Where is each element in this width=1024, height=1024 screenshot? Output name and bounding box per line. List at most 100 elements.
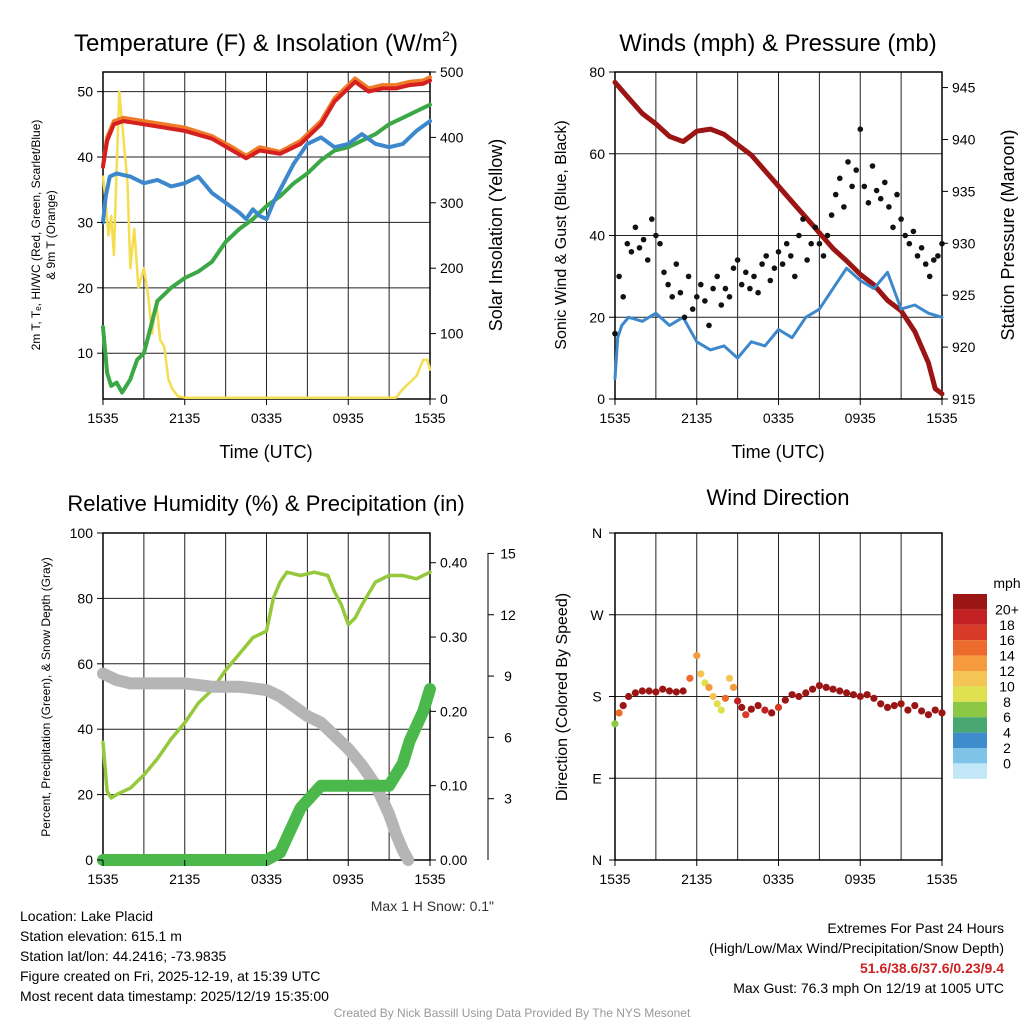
gust-point bbox=[738, 281, 745, 288]
temperature-left-axis: 10 20 30 40 50 bbox=[77, 84, 103, 361]
legend-swatch bbox=[953, 671, 987, 687]
gust-point bbox=[714, 273, 720, 280]
gust-point bbox=[857, 126, 864, 132]
winds-series bbox=[612, 79, 945, 397]
legend-label: 6 bbox=[1003, 709, 1011, 725]
gust-point bbox=[865, 200, 872, 206]
gust-point bbox=[718, 302, 725, 308]
gust-point bbox=[882, 179, 888, 186]
humidity-time-axis: 1535 2135 0335 0935 1535 bbox=[87, 860, 446, 887]
direction-point bbox=[870, 694, 878, 702]
gust-point bbox=[853, 167, 859, 173]
gust-point bbox=[922, 261, 929, 267]
gust-point bbox=[706, 322, 712, 329]
gust-point bbox=[730, 265, 737, 272]
gust-point bbox=[935, 253, 941, 259]
pressure-right-axis: 915 920 925 930 935 940 945 bbox=[942, 80, 976, 407]
winds-time-axis: 1535 2135 0335 0935 1535 bbox=[599, 399, 958, 426]
y2-tick-label: 400 bbox=[440, 129, 464, 145]
direction-point bbox=[768, 709, 776, 717]
direction-point bbox=[918, 707, 926, 715]
y-tick-label: 10 bbox=[77, 345, 93, 361]
direction-point bbox=[863, 691, 871, 699]
legend-label: 0 bbox=[1003, 755, 1011, 771]
speed-legend-title: mph bbox=[993, 575, 1020, 591]
gust-point bbox=[767, 277, 774, 284]
y-tick-label: 30 bbox=[77, 214, 93, 230]
gust-point bbox=[698, 281, 704, 288]
gust-point bbox=[869, 163, 876, 169]
direction-point bbox=[856, 692, 864, 701]
winds-panel: Winds (mph) & Pressure (mb) 0 20 40 60 80 91… bbox=[553, 30, 1018, 462]
snow-depth-right-axis: 3 6 9 12 15 bbox=[487, 545, 516, 860]
direction-point bbox=[693, 652, 701, 660]
direction-label: W bbox=[590, 607, 604, 623]
series-line-blue bbox=[613, 266, 944, 381]
direction-point bbox=[652, 688, 660, 696]
y-tick-label: 0 bbox=[85, 852, 93, 868]
temperature-ylabel-line2: & 9m T (Orange) bbox=[44, 190, 58, 280]
direction-point bbox=[815, 682, 824, 690]
series-line-maroon bbox=[612, 79, 945, 397]
x-tick-label: 0935 bbox=[333, 871, 364, 887]
direction-point bbox=[822, 683, 830, 692]
gust-point bbox=[906, 240, 913, 247]
x-tick-label: 1535 bbox=[414, 871, 445, 887]
y2-tick-label: 200 bbox=[440, 260, 464, 276]
y3-tick-label: 3 bbox=[504, 791, 512, 807]
gust-point bbox=[624, 240, 631, 247]
y2-tick-label: 935 bbox=[952, 183, 976, 199]
humidity-left-axis: 0 20 40 60 80 100 bbox=[70, 525, 103, 868]
direction-point bbox=[890, 702, 898, 710]
gust-point bbox=[800, 216, 806, 222]
direction-point bbox=[672, 688, 680, 696]
y-tick-label: 60 bbox=[589, 146, 605, 162]
gust-point bbox=[796, 232, 802, 239]
max-snow-label: Max 1 H Snow: 0.1" bbox=[370, 898, 494, 914]
figure-created: Figure created on Fri, 2025-12-19, at 15… bbox=[20, 968, 321, 984]
humidity-series bbox=[97, 570, 436, 866]
direction-point bbox=[738, 703, 746, 712]
pressure-ylabel: Station Pressure (Maroon) bbox=[998, 129, 1018, 340]
temperature-series bbox=[101, 75, 432, 399]
gust-point bbox=[783, 240, 790, 247]
gust-point bbox=[877, 195, 884, 202]
x-tick-label: 1535 bbox=[599, 871, 630, 887]
gust-point bbox=[763, 253, 769, 259]
legend-swatch bbox=[953, 701, 987, 718]
direction-point bbox=[849, 691, 858, 699]
direction-point bbox=[747, 705, 755, 713]
direction-point bbox=[843, 689, 851, 697]
gust-point bbox=[918, 245, 925, 251]
legend-swatch bbox=[953, 686, 987, 702]
series-line-precip bbox=[97, 683, 436, 866]
direction-point bbox=[705, 683, 713, 692]
winds-ylabel: Sonic Wind & Gust (Blue, Black) bbox=[553, 120, 570, 349]
gust-point bbox=[636, 245, 643, 251]
gust-point bbox=[685, 273, 692, 280]
gust-point bbox=[849, 183, 855, 190]
temperature-ylabel-line1: 2m T, Tₑ, HI/WC (Red, Green, Scarlet/Blu… bbox=[29, 120, 43, 351]
direction-label: N bbox=[592, 525, 602, 541]
direction-point bbox=[754, 702, 762, 710]
extremes-subtitle: (High/Low/Max Wind/Precipitation/Snow De… bbox=[709, 940, 1004, 956]
gust-point bbox=[894, 191, 900, 198]
y2-tick-label: 0.00 bbox=[440, 852, 467, 868]
y2-tick-label: 920 bbox=[952, 339, 976, 355]
legend-label: 2 bbox=[1003, 740, 1011, 756]
x-tick-label: 2135 bbox=[169, 410, 200, 426]
direction-point bbox=[659, 685, 667, 693]
gust-point bbox=[620, 294, 626, 300]
x-tick-label: 0935 bbox=[333, 410, 364, 426]
x-tick-label: 0335 bbox=[763, 871, 794, 887]
gust-point bbox=[931, 257, 937, 263]
legend-swatch bbox=[953, 748, 987, 764]
direction-point bbox=[931, 706, 939, 714]
x-tick-label: 2135 bbox=[169, 871, 200, 887]
wind-direction-axis: N E S W N bbox=[590, 525, 615, 868]
direction-point bbox=[802, 689, 810, 697]
station-elevation: Station elevation: 615.1 m bbox=[20, 928, 182, 944]
legend-swatch bbox=[953, 717, 987, 733]
gust-point bbox=[726, 294, 733, 300]
x-tick-label: 1535 bbox=[599, 410, 630, 426]
